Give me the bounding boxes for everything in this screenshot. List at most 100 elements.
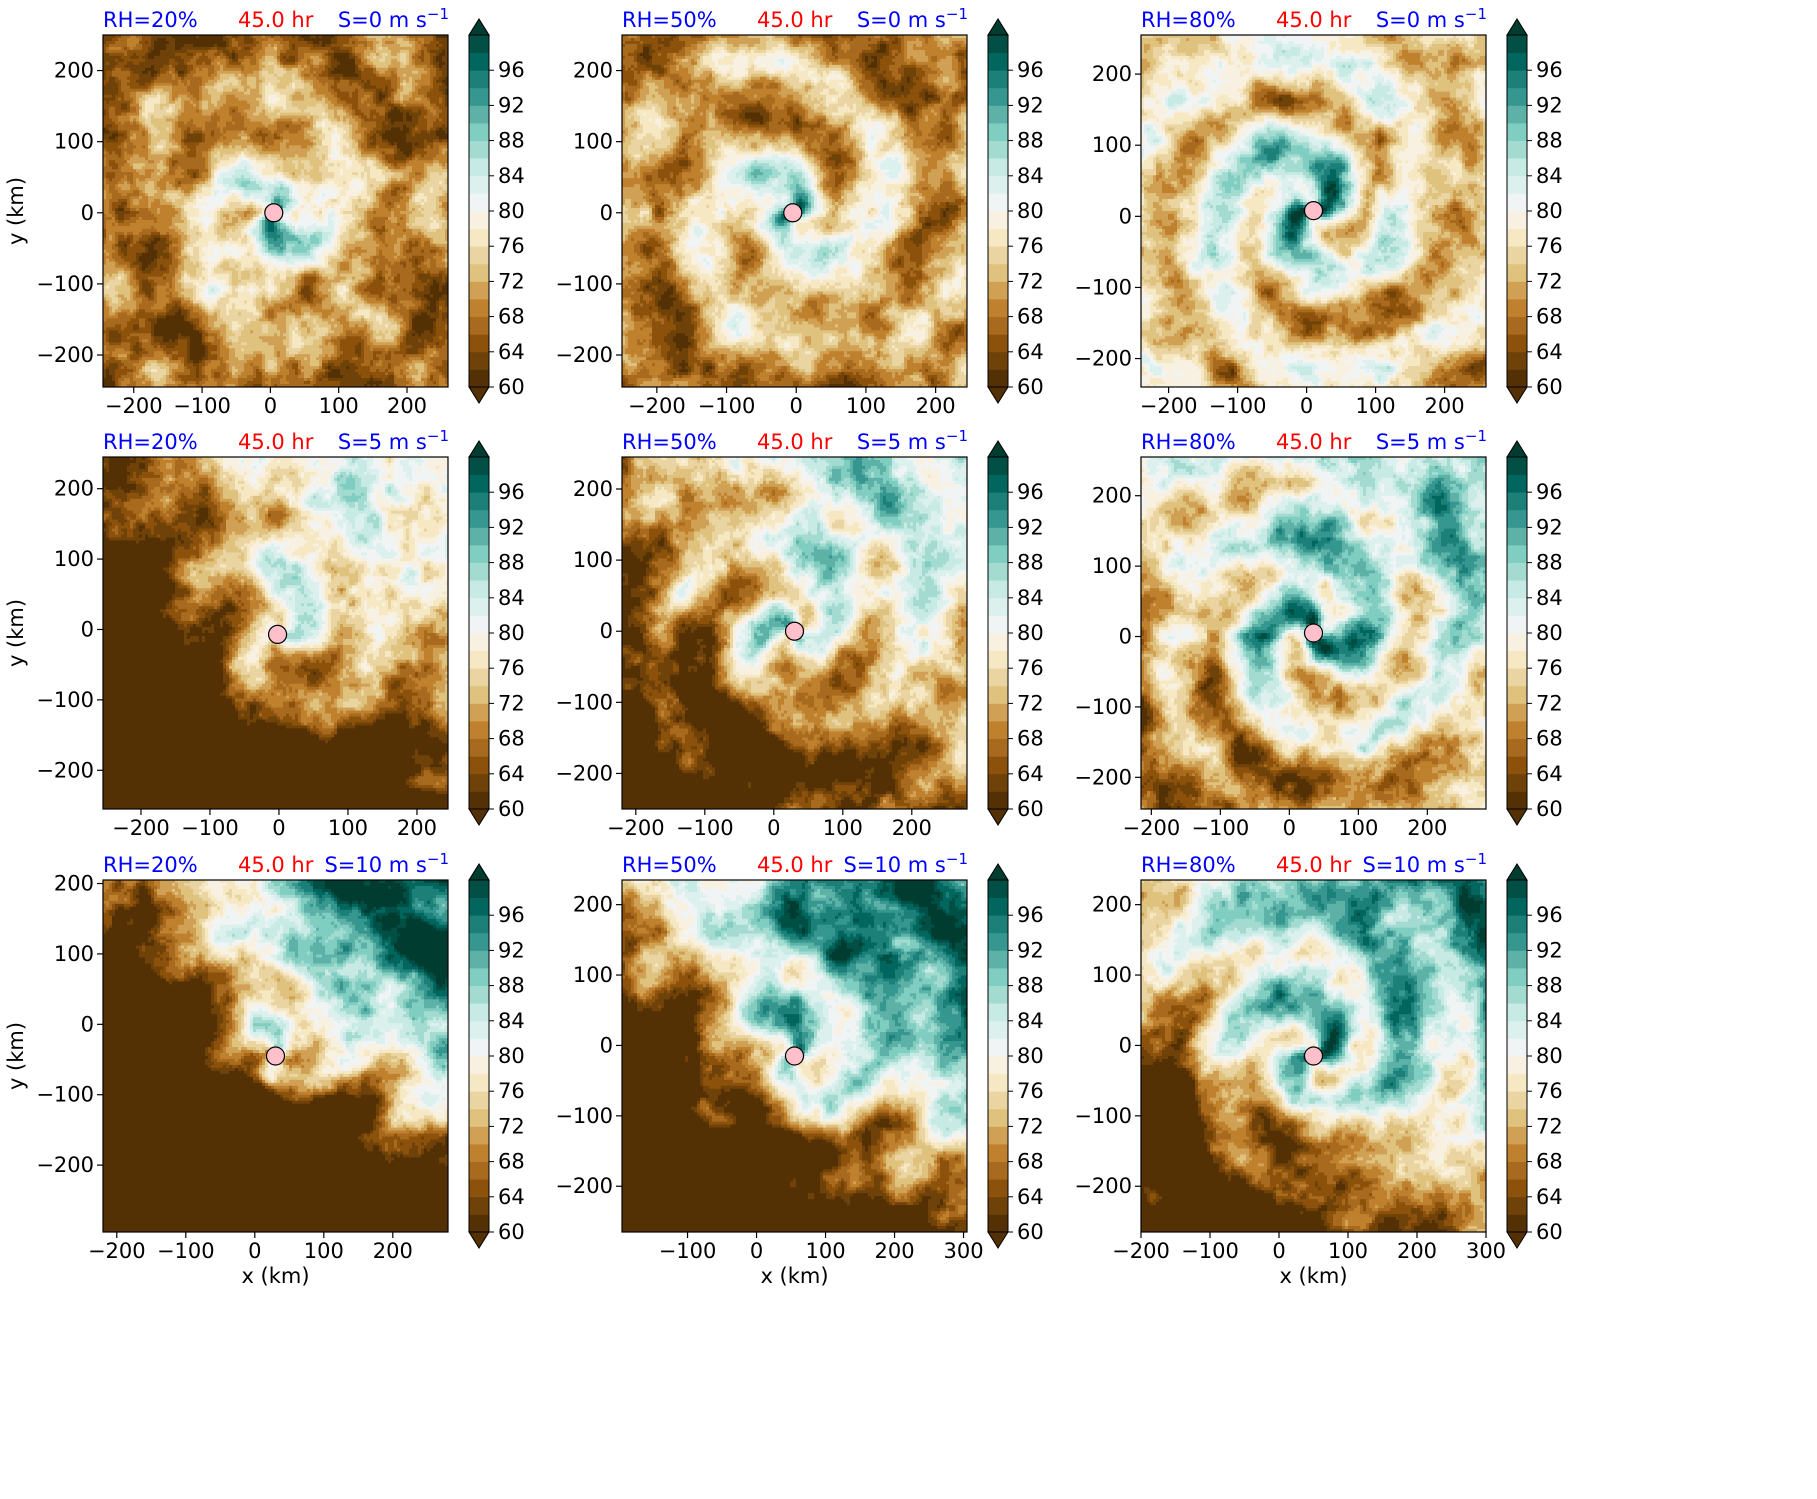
colorbar-segment (988, 898, 1008, 916)
colorbar-segment (988, 299, 1008, 317)
colorbar-segment (988, 1214, 1008, 1232)
colorbar-tick-label: 68 (1536, 305, 1563, 329)
colorbar-tick-label: 84 (1536, 586, 1563, 610)
colorbar-segment (469, 668, 489, 686)
colorbar-extend-min (988, 809, 1008, 825)
y-axis-label: y (km) (4, 599, 28, 667)
colorbar-extend-min (469, 809, 489, 825)
x-tick-label: 200 (1397, 1239, 1437, 1263)
panel-title-time: 45.0 hr (757, 430, 833, 454)
y-tick-label: 0 (1119, 1033, 1132, 1057)
colorbar-segment (469, 1126, 489, 1144)
colorbar-segment (1507, 457, 1527, 475)
colorbar-segment (988, 193, 1008, 211)
x-tick-label: 200 (397, 816, 437, 840)
y-tick-label: −200 (1074, 765, 1132, 789)
x-tick-label: 100 (1328, 1239, 1368, 1263)
panel-title-time: 45.0 hr (1276, 430, 1352, 454)
y-tick-label: −100 (36, 272, 94, 296)
x-tick-label: 100 (1356, 394, 1396, 418)
colorbar-segment (1507, 141, 1527, 159)
colorbar-segment (988, 141, 1008, 159)
colorbar-segment (988, 369, 1008, 387)
y-tick-label: 0 (600, 1033, 613, 1057)
colorbar-segment (988, 633, 1008, 651)
colorbar-segment (469, 880, 489, 898)
colorbar-tick-label: 80 (1017, 199, 1044, 223)
colorbar-segment (469, 1144, 489, 1162)
colorbar-segment (1507, 1056, 1527, 1074)
colorbar-segment (469, 123, 489, 141)
x-tick-label: 0 (750, 1239, 763, 1263)
x-tick-label: 0 (248, 1239, 261, 1263)
colorbar-tick-label: 64 (1536, 340, 1563, 364)
colorbar-segment (1507, 53, 1527, 71)
colorbar-segment (469, 968, 489, 986)
y-tick-label: 200 (1092, 62, 1132, 86)
colorbar-segment (988, 88, 1008, 106)
y-tick-label: 200 (54, 477, 94, 501)
x-tick-label: 100 (328, 816, 368, 840)
colorbar-extend-max (1507, 441, 1527, 457)
colorbar-segment (469, 264, 489, 282)
colorbar-tick-label: 80 (1536, 621, 1563, 645)
colorbar-tick-label: 96 (1536, 480, 1563, 504)
colorbar-segment (1507, 1126, 1527, 1144)
colorbar-segment (469, 703, 489, 721)
colorbar-segment (469, 986, 489, 1004)
colorbar-segment (469, 475, 489, 493)
panel-title-rh: RH=20% (103, 8, 198, 32)
colorbar-segment (469, 53, 489, 71)
colorbar-segment (988, 1179, 1008, 1197)
colorbar-extend-min (988, 387, 1008, 403)
colorbar-segment (469, 492, 489, 510)
colorbar-segment (469, 88, 489, 106)
y-tick-label: −100 (555, 272, 613, 296)
colorbar-extend-min (988, 1232, 1008, 1248)
colorbar-segment (988, 457, 1008, 475)
colorbar-segment (1507, 968, 1527, 986)
x-axis-label: x (km) (241, 1264, 309, 1288)
colorbar-tick-label: 72 (1017, 269, 1044, 293)
colorbar-tick-label: 60 (1536, 375, 1563, 399)
colorbar-segment (988, 545, 1008, 563)
colorbar-segment (988, 721, 1008, 739)
colorbar-extend-min (1507, 809, 1527, 825)
x-tick-label: −100 (659, 1239, 717, 1263)
y-tick-label: −100 (1074, 1104, 1132, 1128)
colorbar-tick-label: 92 (498, 93, 525, 117)
x-tick-label: 200 (1425, 394, 1465, 418)
colorbar-tick-label: 76 (1017, 656, 1044, 680)
y-tick-label: 0 (1119, 204, 1132, 228)
colorbar-segment (988, 563, 1008, 581)
panel-title-rh: RH=80% (1141, 853, 1236, 877)
colorbar-tick-label: 60 (1536, 1220, 1563, 1244)
colorbar-segment (469, 229, 489, 247)
colorbar-tick-label: 96 (1017, 903, 1044, 927)
colorbar-tick-label: 88 (1536, 974, 1563, 998)
colorbar-tick-label: 84 (1536, 164, 1563, 188)
colorbar-extend-min (1507, 387, 1527, 403)
colorbar-segment (469, 1021, 489, 1039)
colorbar-tick-label: 72 (1536, 269, 1563, 293)
colorbar-tick-label: 68 (1017, 727, 1044, 751)
y-tick-label: −200 (36, 1153, 94, 1177)
colorbar-extend-max (1507, 19, 1527, 35)
x-tick-label: 200 (892, 816, 932, 840)
colorbar-tick-label: 96 (498, 903, 525, 927)
colorbar-tick-label: 92 (1017, 93, 1044, 117)
colorbar-segment (469, 158, 489, 176)
colorbar-tick-label: 76 (1536, 656, 1563, 680)
y-axis-label: y (km) (4, 1022, 28, 1090)
x-tick-label: 0 (790, 394, 803, 418)
colorbar-segment (1507, 1003, 1527, 1021)
colorbar-segment (1507, 123, 1527, 141)
colorbar-segment (988, 158, 1008, 176)
colorbar-segment (988, 1021, 1008, 1039)
colorbar-segment (988, 492, 1008, 510)
colorbar-tick-label: 84 (1536, 1009, 1563, 1033)
colorbar-tick-label: 84 (1017, 1009, 1044, 1033)
y-tick-label: 100 (54, 130, 94, 154)
y-tick-label: 200 (1092, 893, 1132, 917)
colorbar-segment (1507, 1038, 1527, 1056)
